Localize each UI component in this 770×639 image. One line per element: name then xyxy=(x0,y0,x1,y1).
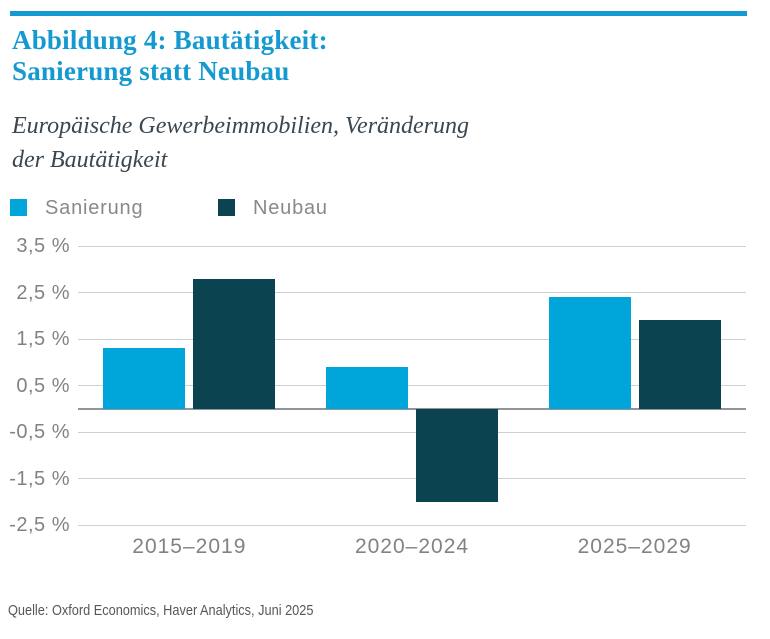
zero-axis-line xyxy=(78,407,746,410)
legend-swatch-neubau xyxy=(218,199,235,216)
y-tick-label: 0,5 % xyxy=(16,374,70,397)
header-accent-rule xyxy=(10,11,747,16)
y-tick-label: -0,5 % xyxy=(9,421,70,443)
gridline xyxy=(78,524,746,526)
figure-title-line-1: Abbildung 4: Bautätigkeit: xyxy=(12,25,328,55)
gridline xyxy=(78,478,746,479)
y-tick-label: -2,5 % xyxy=(9,514,70,536)
figure-title: Abbildung 4: Bautätigkeit: Sanierung sta… xyxy=(12,25,328,87)
bar-sanierung-2020–2024 xyxy=(326,366,408,409)
y-tick-label: 2,5 % xyxy=(16,281,70,304)
gridline xyxy=(78,431,746,433)
gridline xyxy=(78,245,746,247)
figure-subtitle-line-2: der Bautätigkeit xyxy=(12,147,168,173)
gridline xyxy=(78,292,746,293)
x-tick-label: 2020–2024 xyxy=(354,535,470,558)
gridline xyxy=(78,385,746,386)
source-caption: Quelle: Oxford Economics, Haver Analytic… xyxy=(8,602,314,619)
figure-subtitle-line-1: Europäische Gewerbeimmobilien, Veränderu… xyxy=(12,113,470,139)
chart-legend: Sanierung Neubau xyxy=(0,198,770,218)
bar-neubau-2020–2024 xyxy=(416,408,498,502)
figure-title-line-2: Sanierung statt Neubau xyxy=(12,56,290,86)
gridline xyxy=(78,338,746,340)
bar-neubau-2015–2019 xyxy=(193,278,276,409)
legend-label-sanierung: Sanierung xyxy=(45,197,144,219)
y-tick-label: -1,5 % xyxy=(9,467,70,490)
bar-sanierung-2015–2019 xyxy=(103,348,186,409)
legend-label-neubau: Neubau xyxy=(253,197,328,219)
x-tick-label: 2015–2019 xyxy=(132,535,247,558)
y-tick-label: 3,5 % xyxy=(16,235,70,257)
figure-subtitle: Europäische Gewerbeimmobilien, Veränderu… xyxy=(12,109,469,177)
x-tick-label: 2025–2029 xyxy=(577,535,692,558)
legend-swatch-sanierung xyxy=(10,199,27,216)
bar-sanierung-2025–2029 xyxy=(548,297,631,409)
bar-neubau-2025–2029 xyxy=(638,320,721,409)
y-tick-label: 1,5 % xyxy=(16,328,70,350)
